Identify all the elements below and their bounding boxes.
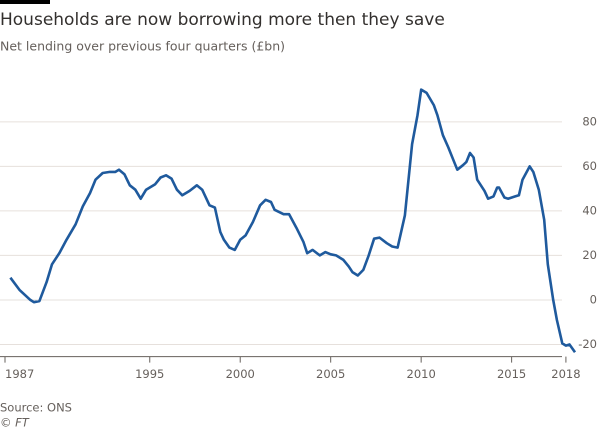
x-tick-label: 2000	[226, 367, 255, 381]
y-tick-label: 40	[582, 203, 597, 217]
brand-bar	[0, 0, 50, 4]
chart-subtitle: Net lending over previous four quarters …	[0, 39, 285, 54]
y-tick-label: 20	[582, 248, 597, 262]
x-tick-label: 2010	[407, 367, 436, 381]
chart-title: Households are now borrowing more then t…	[0, 10, 445, 30]
y-tick-label: 0	[590, 292, 597, 306]
x-tick-label: 2018	[551, 367, 580, 381]
y-tick-label: 60	[582, 159, 597, 173]
x-tick-label: 2005	[316, 367, 345, 381]
y-tick-label: -20	[578, 337, 597, 351]
y-tick-label: 80	[582, 114, 597, 128]
data-line	[9, 88, 577, 354]
x-tick-label: 1987	[5, 367, 34, 381]
x-tick-label: 1995	[135, 367, 164, 381]
x-tick-label: 2015	[497, 367, 526, 381]
credit: © FT	[0, 416, 30, 429]
source: Source: ONS	[0, 401, 72, 415]
